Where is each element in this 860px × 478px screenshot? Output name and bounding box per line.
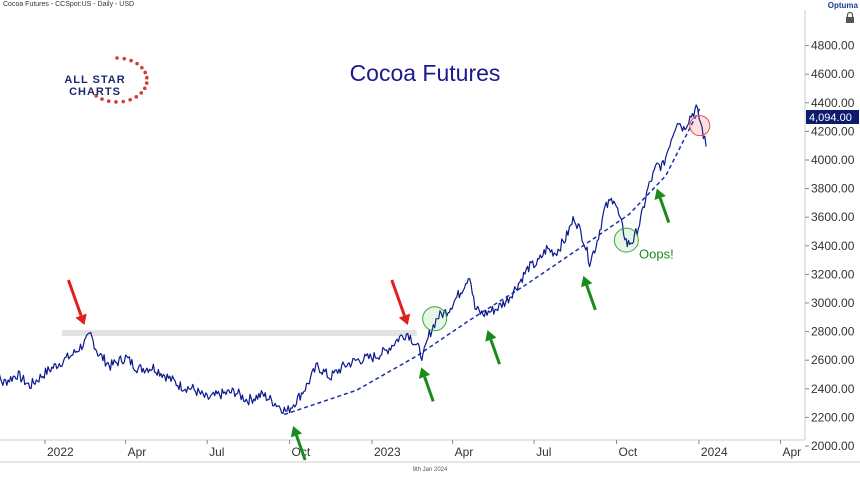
all-star-charts-logo: ALL STAR CHARTS [64, 56, 149, 104]
logo-star [144, 81, 149, 85]
y-tick-label: 4800.00 [811, 39, 855, 53]
x-tick-label: 2024 [701, 445, 728, 459]
annotation-arrow-shaft [585, 284, 597, 311]
annotation-arrow-head [75, 313, 87, 326]
last-price-label: 4,094.00 [809, 112, 852, 124]
logo-star [129, 58, 133, 63]
logo-star [135, 61, 139, 66]
logo-star [114, 100, 118, 104]
y-tick-label: 2800.00 [811, 325, 855, 339]
logo-star [134, 95, 139, 99]
y-tick-label: 4600.00 [811, 67, 855, 81]
y-tick-label: 3200.00 [811, 267, 855, 281]
resistance-zone [62, 330, 417, 337]
annotation-arrow-head [485, 330, 497, 342]
annotation-arrow-head [581, 275, 593, 288]
brand-label: Optuma [827, 1, 858, 10]
resistance-band [62, 330, 417, 337]
logo-line1: ALL STAR [64, 74, 125, 86]
annotation-arrow-head [654, 188, 666, 201]
y-tick-label: 4400.00 [811, 96, 855, 110]
x-axis: 2022AprJulOct2023AprJulOct2024Apr [44, 440, 801, 459]
y-tick-label: 2600.00 [811, 353, 855, 367]
highlight-circles [422, 115, 711, 332]
annotation-arrow-shaft [489, 339, 501, 365]
annotation-arrow-shaft [295, 434, 307, 461]
logo-star [128, 97, 132, 102]
logo-star [100, 97, 104, 101]
x-tick-label: Apr [128, 445, 147, 459]
logo-star [121, 99, 126, 104]
annotation-arrow-head [290, 425, 303, 438]
logo-star [140, 65, 144, 70]
trendline-path [283, 108, 701, 416]
last-price-badge: 4,094.00 [806, 110, 859, 124]
x-tick-label: Apr [455, 445, 474, 459]
highlight-circle [613, 227, 639, 253]
logo-star [115, 56, 119, 60]
highlight-circle [689, 115, 711, 137]
y-tick-label: 2200.00 [811, 410, 855, 424]
logo-star [94, 94, 98, 98]
annotation-arrow-shaft [423, 376, 435, 402]
annotation-text: Oops! [639, 246, 674, 261]
logo-line2: CHARTS [69, 86, 121, 98]
y-tick-label: 3000.00 [811, 296, 855, 310]
y-tick-label: 3800.00 [811, 182, 855, 196]
y-tick-label: 4000.00 [811, 153, 855, 167]
logo-star [139, 91, 144, 95]
chart-title: Cocoa Futures [350, 60, 501, 86]
y-tick-label: 3400.00 [811, 239, 855, 253]
logo-star-ring [94, 56, 149, 104]
logo-star [106, 99, 111, 103]
y-tick-label: 2400.00 [811, 382, 855, 396]
x-tick-label: 2023 [374, 445, 401, 459]
y-tick-label: 2000.00 [811, 439, 855, 453]
highlight-circle [422, 306, 448, 332]
annotation-arrow-shaft [390, 279, 406, 317]
logo-star [143, 70, 147, 75]
x-tick-label: Apr [782, 445, 801, 459]
annotation-arrow-head [398, 313, 411, 326]
price-series [0, 104, 707, 415]
annotation-arrow-head [418, 367, 431, 379]
trendline [283, 108, 701, 416]
logo-star [145, 75, 149, 80]
x-tick-label: Jul [209, 445, 224, 459]
x-tick-label: Jul [536, 445, 551, 459]
footer-date: 9th Jan 2024 [412, 467, 448, 473]
annotation-arrow-shaft [658, 197, 671, 224]
y-tick-label: 3600.00 [811, 210, 855, 224]
lock-icon [846, 11, 854, 23]
y-axis: 2000.00 2200.00 2400.00 2600.00 2800.00 3000.… [805, 39, 855, 453]
annotation-arrow-shaft [67, 279, 83, 317]
annotation-arrows: Oops! [67, 188, 674, 461]
price-line [0, 104, 707, 415]
logo-star [143, 86, 147, 91]
chart-header-symbol: Cocoa Futures - CCSpot:US - Daily - USD [3, 1, 135, 8]
logo-star [122, 56, 127, 61]
y-tick-label: 4200.00 [811, 124, 855, 138]
x-tick-label: 2022 [47, 445, 74, 459]
x-tick-label: Oct [619, 445, 638, 459]
